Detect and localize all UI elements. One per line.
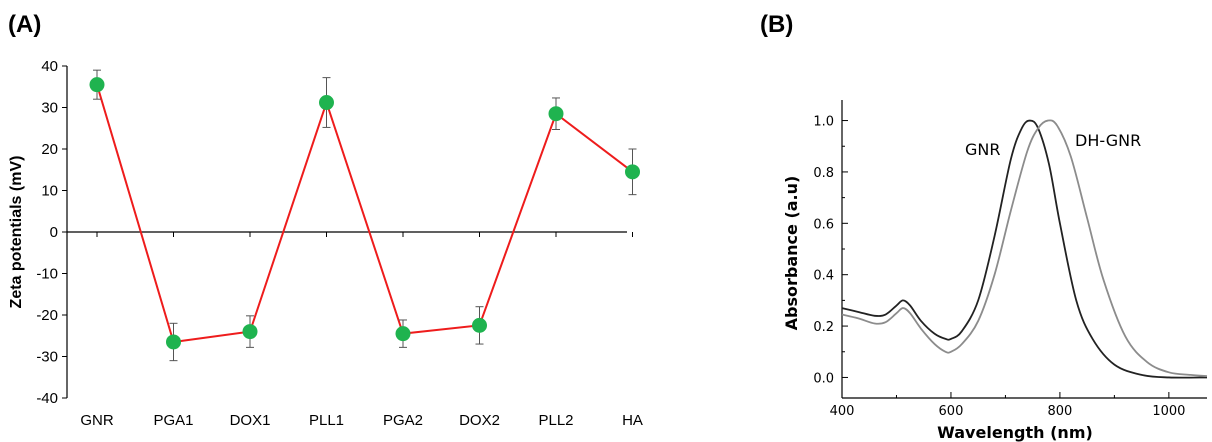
chart-a-x-tick-label: DOX1 [230,412,271,429]
chart-a-point-pll1 [319,95,334,111]
chart-b-y-tick-label: 0.8 [813,166,834,181]
chart-a-x-tick-label: PGA2 [383,412,423,429]
panel-label-b: (B) [760,11,793,38]
chart-a-point-ha [625,164,640,180]
chart-a-x-tick-label: PGA1 [153,412,193,429]
chart-a-point-pga2 [395,326,411,342]
chart-a-y-tick-label: -30 [36,349,58,366]
chart-a-series-line [96,84,634,344]
chart-a-x-tick-label: PLL1 [309,412,344,429]
chart-b-x-tick-label: 400 [830,404,855,419]
chart-a-y-tick-label: 0 [50,224,58,241]
chart-a-point-dox2 [472,317,487,333]
chart-a-y-tick-label: -20 [36,307,58,324]
chart-b-y-tick-label: 0.6 [813,217,834,232]
chart-a-point-gnr [89,77,105,93]
chart-b-x-tick-label: 1000 [1152,404,1185,419]
chart-a-point-pll2 [548,106,564,122]
chart-b-absorbance: Wavelength (nm) Absorbance (a.u) 0.0 0.2 0… [782,100,1208,442]
chart-a-x-tick-label: DOX2 [459,412,500,429]
chart-a-y-tick-label: -10 [36,266,58,283]
chart-a-x-tick-label: PLL2 [538,412,573,429]
chart-b-x-tick-label: 600 [939,404,964,419]
chart-b-y-axis-title: Absorbance (a.u) [782,176,801,331]
chart-b-x-tick-label: 800 [1047,404,1072,419]
chart-a-point-pga1 [166,334,181,350]
chart-a-zeta-potentials: Zeta potentials (mV) 40 30 20 10 0 -10 -20 -30 -… [8,58,643,429]
chart-b-y-tick-label: 1.0 [813,115,834,130]
chart-b-series-label-dh-gnr: DH-GNR [1075,131,1141,150]
chart-a-x-tick-label: HA [622,412,643,429]
chart-a-y-tick-label: 10 [41,183,58,200]
panel-label-a: (A) [8,11,41,38]
chart-b-curve-dh-gnr [841,119,1208,378]
chart-a-x-tick-label: GNR [80,412,114,429]
chart-b-x-axis-title: Wavelength (nm) [937,423,1093,442]
chart-a-y-tick-label: 20 [41,141,58,158]
chart-b-y-tick-label: 0.2 [813,320,834,335]
chart-a-y-tick-label: 30 [41,100,58,117]
chart-a-y-tick-label: -40 [36,390,58,407]
chart-b-y-tick-label: 0.4 [813,269,834,284]
chart-a-point-dox1 [242,324,258,340]
chart-b-series-label-gnr: GNR [965,140,1000,159]
chart-b-y-tick-label: 0.0 [813,371,834,386]
chart-a-y-tick-label: 40 [41,58,58,75]
chart-b-curve-gnr [841,119,1208,379]
chart-a-y-axis-title: Zeta potentials (mV) [8,156,25,309]
